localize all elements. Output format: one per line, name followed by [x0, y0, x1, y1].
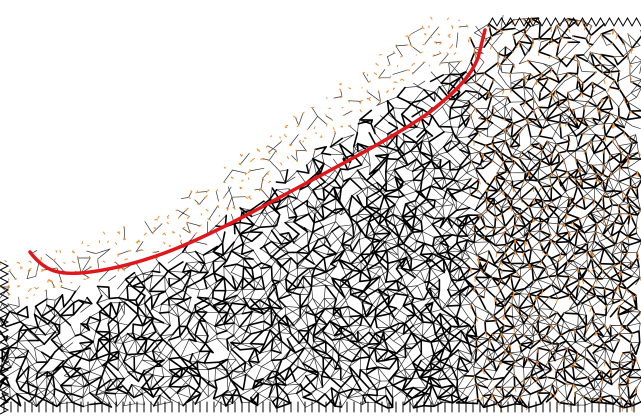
force-chain-figure: [0, 0, 641, 416]
